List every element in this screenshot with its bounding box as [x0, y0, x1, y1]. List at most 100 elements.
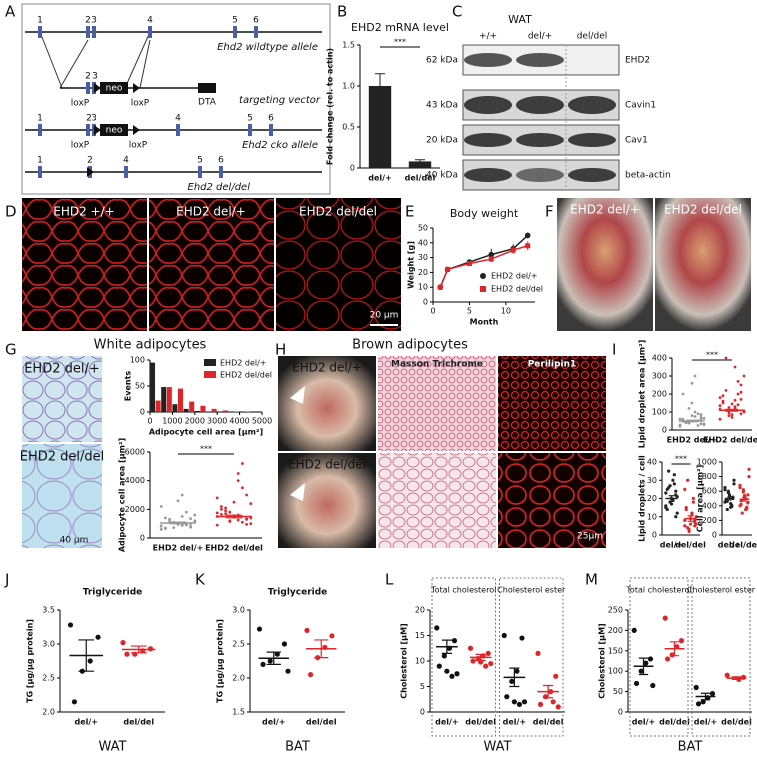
y-tick-label: 10 [418, 283, 428, 292]
dot [485, 650, 491, 656]
exon-label: 6 [218, 156, 224, 166]
panel-letter: F [545, 203, 554, 221]
dot [739, 502, 743, 506]
band [568, 168, 616, 182]
dot [172, 526, 176, 530]
protein-label: beta-actin [625, 171, 671, 181]
band [516, 168, 564, 182]
y-tick-label: 3.5 [42, 606, 55, 615]
image-label: EHD2 del/del [664, 203, 742, 217]
dot [683, 487, 687, 491]
bar [408, 161, 432, 168]
dot [730, 402, 734, 406]
dot [746, 501, 750, 505]
exon [254, 26, 258, 38]
micrograph [22, 444, 102, 548]
significance-label: *** [200, 445, 212, 454]
loxp-label: loxP [129, 141, 148, 151]
chart-title: EHD2 mRNA level [351, 21, 449, 34]
y-tick-label: 3.0 [42, 640, 55, 649]
allele-name: Ehd2 wildtype allele [217, 42, 318, 53]
x-tick-label: 10 [501, 307, 511, 316]
photo [278, 356, 376, 451]
loxp-label: loxP [131, 99, 150, 109]
dot [434, 625, 440, 631]
dot [329, 633, 335, 639]
dot [245, 493, 249, 497]
scale-label: 25µm [577, 532, 603, 542]
dta-label: DTA [198, 98, 217, 108]
dot [690, 381, 694, 385]
exon [38, 124, 42, 136]
dot [220, 507, 223, 511]
allele-name: Ehd2 del/del [188, 182, 251, 193]
dot [669, 502, 674, 506]
x-tick-label: del/del [675, 541, 706, 550]
group-label: Total cholesterol [430, 586, 496, 595]
y-axis-label: Fold change (rel. to actin) [326, 48, 335, 165]
y-axis-label: Events [124, 371, 133, 402]
y-tick-label: 400 [702, 501, 717, 510]
dot [729, 502, 733, 506]
micrograph [276, 198, 401, 331]
dot [521, 699, 528, 705]
dot [727, 411, 731, 415]
dot [702, 422, 706, 426]
y-axis-label: Cholesterol [µM] [400, 623, 409, 698]
dot [228, 520, 232, 523]
y-tick-label: 200 [608, 626, 623, 635]
dot [436, 663, 442, 669]
x-tick-label: del/+ [503, 718, 527, 727]
dot [741, 488, 745, 492]
panel-letter: C [452, 3, 462, 21]
marker [466, 261, 472, 267]
cross-line [39, 31, 63, 89]
hist-bar [150, 362, 156, 412]
section-title: Brown adipocytes [352, 338, 468, 353]
hist-bar [217, 411, 223, 412]
dot [686, 478, 690, 482]
dot [727, 406, 731, 409]
x-tick-label: 1000 [162, 417, 182, 426]
dot [71, 699, 78, 705]
dot [684, 507, 688, 512]
panel-letter: B [337, 3, 347, 21]
micrograph [22, 356, 102, 442]
dot [159, 524, 163, 528]
band [568, 96, 616, 114]
exon-label: 1 [37, 156, 43, 166]
y-tick-label: 800 [702, 472, 717, 481]
dot [164, 516, 167, 520]
micrograph [498, 453, 606, 548]
sem-bar [509, 667, 520, 688]
dot [723, 485, 727, 490]
dot [193, 513, 197, 517]
legend-label: EHD2 del/del [491, 285, 543, 294]
y-axis-label: Cholesterol [µM] [598, 623, 607, 698]
y-tick-label: 200 [702, 516, 717, 525]
marker [488, 256, 494, 262]
lane-label: +/+ [479, 32, 497, 42]
band [464, 96, 512, 114]
dot [241, 520, 244, 524]
dot [678, 638, 685, 644]
band [464, 133, 512, 147]
dot [725, 507, 729, 512]
dot [260, 661, 266, 668]
protein-label: Cav1 [625, 136, 648, 146]
arrowhead [290, 483, 305, 501]
dot [688, 522, 693, 526]
dot [470, 658, 476, 664]
dot [730, 416, 734, 419]
dta-box [198, 83, 216, 93]
exon [124, 166, 128, 178]
cross-line [59, 39, 89, 89]
schematic-frame [21, 3, 331, 195]
y-tick-label: 100 [130, 356, 145, 365]
dot [236, 479, 240, 483]
dot [690, 401, 694, 405]
dot [725, 499, 729, 504]
y-axis-label: Adipocyte cell area [µm²] [118, 438, 127, 552]
y-tick-label: 100 [652, 408, 667, 417]
